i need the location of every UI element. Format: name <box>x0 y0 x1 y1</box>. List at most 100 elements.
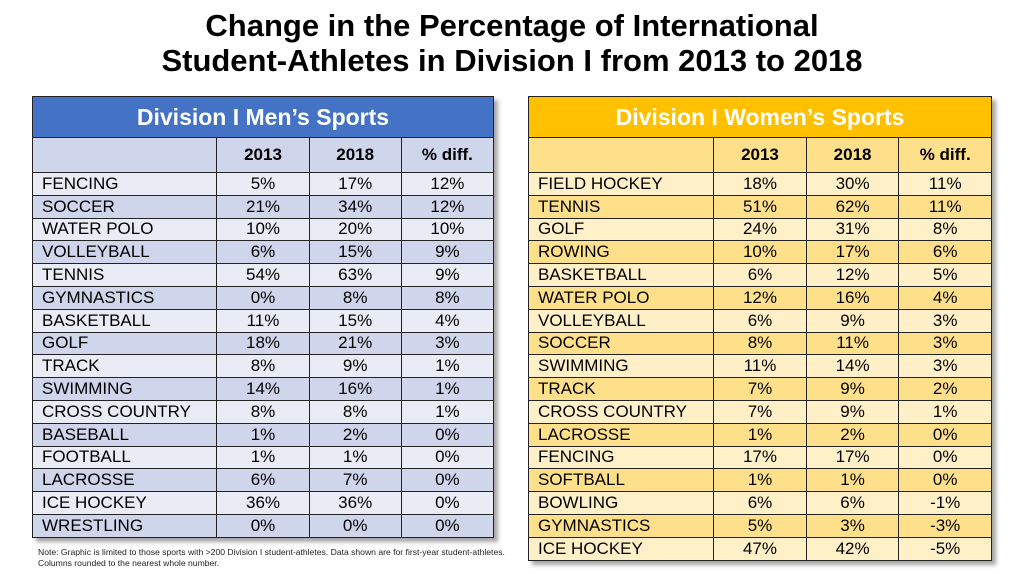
value-2013: 5% <box>216 172 310 196</box>
value-diff: 1% <box>400 399 495 424</box>
sport-name: VOLLEYBALL <box>31 240 218 265</box>
value-2018: 7% <box>308 468 402 493</box>
womens-sports-table: Division I Women’s Sports 2013 2018% diff.… <box>527 96 992 561</box>
value-2013: 51% <box>713 194 807 219</box>
table-row: LACROSSE 1% 2% 0% <box>527 422 992 447</box>
value-2018: 0% <box>308 513 402 538</box>
value-diff: 0% <box>400 491 495 515</box>
value-2018: 9% <box>805 399 900 424</box>
sport-name: FENCING <box>31 172 218 196</box>
table-row: TRACK 8% 9% 1% <box>31 354 495 379</box>
value-2018: 63% <box>308 263 402 287</box>
sport-name: WATER POLO <box>527 285 715 310</box>
value-2013: 54% <box>216 263 310 287</box>
sport-name: GOLF <box>527 217 715 242</box>
sport-name: BOWLING <box>527 491 715 515</box>
value-2018: 11% <box>805 331 900 356</box>
sport-name: CROSS COUNTRY <box>527 399 715 424</box>
value-2018: 2% <box>308 422 402 447</box>
value-diff: 5% <box>898 263 992 287</box>
sport-name: WRESTLING <box>31 513 218 538</box>
sport-name: ICE HOCKEY <box>31 491 218 515</box>
column-header: 2013 <box>216 137 310 173</box>
sport-name: LACROSSE <box>31 468 218 493</box>
table-row: SWIMMING 11% 14% 3% <box>527 354 992 379</box>
value-2018: 1% <box>805 468 900 493</box>
value-diff: 3% <box>898 331 992 356</box>
value-2018: 31% <box>805 217 900 242</box>
table-row: SOCCER 21% 34% 12% <box>31 194 495 219</box>
value-diff: 12% <box>400 194 495 219</box>
value-2018: 3% <box>805 513 900 538</box>
value-2018: 20% <box>308 217 402 242</box>
sport-name: SWIMMING <box>527 354 715 379</box>
value-diff: 0% <box>898 422 992 447</box>
value-2013: 17% <box>713 445 807 470</box>
value-2013: 1% <box>216 445 310 470</box>
value-2018: 6% <box>805 491 900 515</box>
table-row: TRACK 7% 9% 2% <box>527 377 992 401</box>
value-diff: 0% <box>400 513 495 538</box>
table-row: WATER POLO 10% 20% 10% <box>31 217 495 242</box>
value-2013: 8% <box>216 354 310 379</box>
column-header: 2018 <box>308 137 402 173</box>
sport-name: ICE HOCKEY <box>527 536 715 561</box>
value-diff: 8% <box>898 217 992 242</box>
column-header-row: 2013 2018% diff. <box>31 137 495 173</box>
sport-name: TRACK <box>527 377 715 401</box>
value-diff: 0% <box>400 445 495 470</box>
value-2013: 1% <box>713 468 807 493</box>
value-2018: 8% <box>308 285 402 310</box>
value-diff: -1% <box>898 491 992 515</box>
value-diff: 11% <box>898 194 992 219</box>
value-diff: -3% <box>898 513 992 538</box>
value-2013: 6% <box>713 308 807 333</box>
sport-name: TRACK <box>31 354 218 379</box>
table-row: BOWLING 6% 6% -1% <box>527 491 992 515</box>
value-diff: 0% <box>898 468 992 493</box>
table-row: SOCCER 8% 11% 3% <box>527 331 992 356</box>
table-title: Division I Men’s Sports <box>32 96 494 138</box>
value-2013: 8% <box>216 399 310 424</box>
value-2018: 12% <box>805 263 900 287</box>
sport-name: FIELD HOCKEY <box>527 172 715 196</box>
footnote: Note: Graphic is limited to those sports… <box>38 547 505 568</box>
value-2018: 21% <box>308 331 402 356</box>
sport-name: GOLF <box>31 331 218 356</box>
value-2018: 62% <box>805 194 900 219</box>
sport-name: LACROSSE <box>527 422 715 447</box>
value-diff: 1% <box>400 354 495 379</box>
value-2013: 1% <box>713 422 807 447</box>
column-header <box>527 137 715 173</box>
value-2013: 24% <box>713 217 807 242</box>
value-2013: 5% <box>713 513 807 538</box>
value-2013: 11% <box>216 308 310 333</box>
sport-name: SOFTBALL <box>527 468 715 493</box>
sport-name: TENNIS <box>31 263 218 287</box>
value-2018: 16% <box>805 285 900 310</box>
sport-name: SOCCER <box>527 331 715 356</box>
sport-name: ROWING <box>527 240 715 265</box>
column-header <box>31 137 218 173</box>
value-2013: 12% <box>713 285 807 310</box>
sport-name: FOOTBALL <box>31 445 218 470</box>
value-2013: 11% <box>713 354 807 379</box>
value-diff: 6% <box>898 240 992 265</box>
value-2018: 15% <box>308 240 402 265</box>
value-2013: 0% <box>216 513 310 538</box>
value-2013: 8% <box>713 331 807 356</box>
value-2018: 30% <box>805 172 900 196</box>
table-row: CROSS COUNTRY 7% 9% 1% <box>527 399 992 424</box>
value-2013: 6% <box>713 263 807 287</box>
value-2018: 17% <box>805 445 900 470</box>
sport-name: VOLLEYBALL <box>527 308 715 333</box>
table-row: FENCING 17% 17% 0% <box>527 445 992 470</box>
value-diff: 4% <box>400 308 495 333</box>
table-row: TENNIS 51% 62% 11% <box>527 194 992 219</box>
table-row: SOFTBALL 1% 1% 0% <box>527 468 992 493</box>
value-2018: 17% <box>308 172 402 196</box>
value-2013: 7% <box>713 377 807 401</box>
value-diff: 12% <box>400 172 495 196</box>
table-row: LACROSSE 6% 7% 0% <box>31 468 495 493</box>
table-row: VOLLEYBALL 6% 9% 3% <box>527 308 992 333</box>
